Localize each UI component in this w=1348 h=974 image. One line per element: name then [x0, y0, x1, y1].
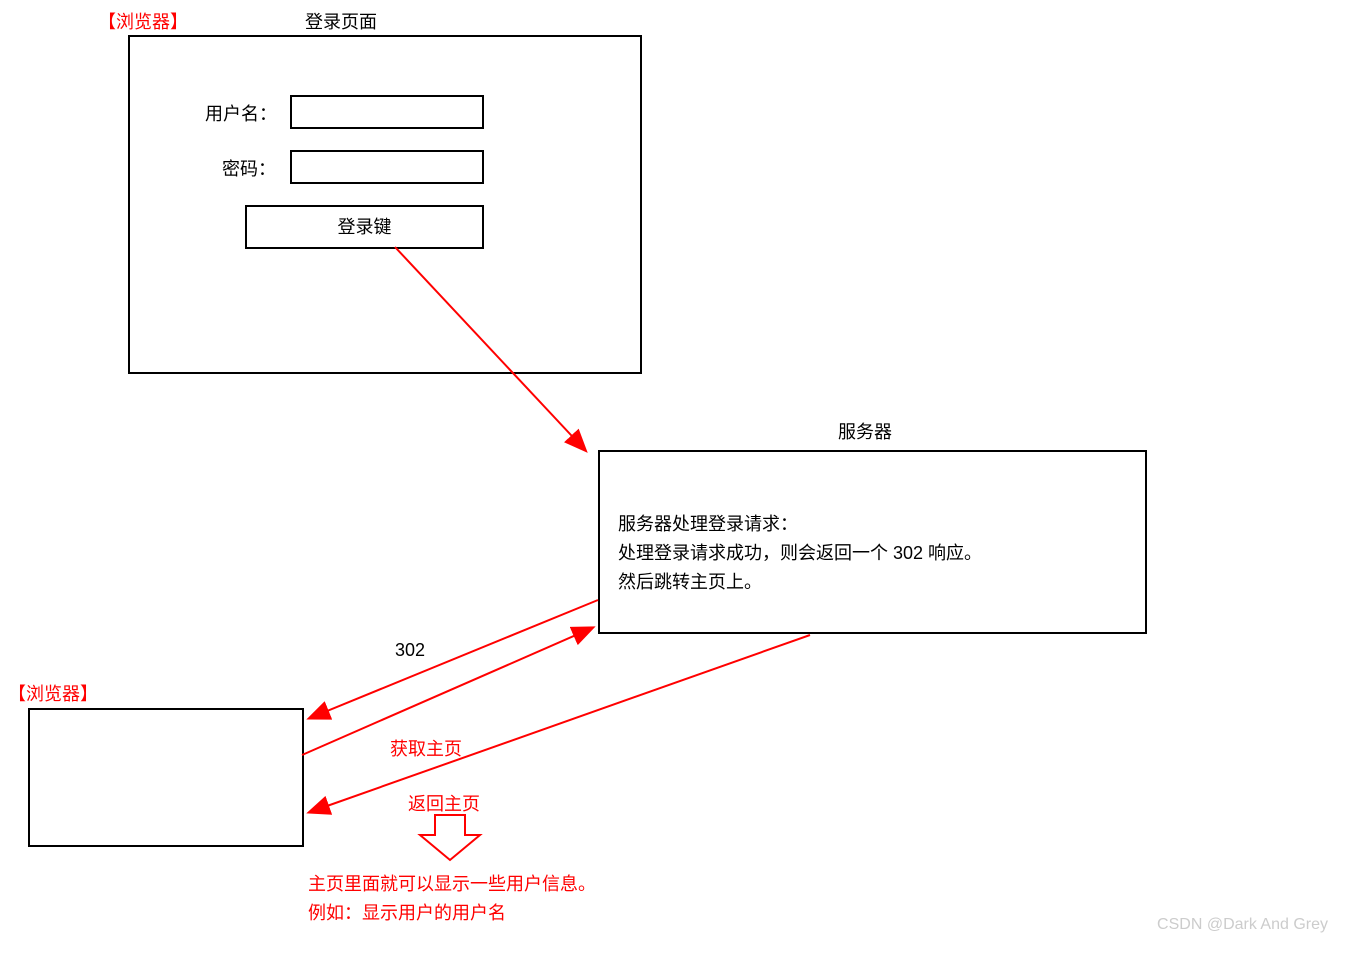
password-label: 密码：: [222, 155, 276, 181]
arrow-return-homepage: [310, 635, 810, 812]
footer-line2: 例如：显示用户的用户名: [308, 899, 596, 928]
watermark: CSDN @Dark And Grey: [1157, 916, 1328, 934]
footer-text: 主页里面就可以显示一些用户信息。 例如：显示用户的用户名: [308, 870, 596, 928]
arrow2-label: 302: [395, 640, 425, 661]
username-label: 用户名：: [205, 100, 277, 126]
server-line1: 服务器处理登录请求：: [618, 510, 982, 539]
down-arrow-icon: [420, 815, 480, 860]
browser2-label: 【浏览器】: [8, 680, 98, 706]
arrow4-label: 返回主页: [408, 790, 480, 816]
arrow-302: [310, 600, 598, 718]
server-label: 服务器: [838, 418, 892, 444]
username-input[interactable]: [290, 95, 484, 129]
server-line3: 然后跳转主页上。: [618, 568, 982, 597]
password-input[interactable]: [290, 150, 484, 184]
server-line2: 处理登录请求成功，则会返回一个 302 响应。: [618, 539, 982, 568]
server-content: 服务器处理登录请求： 处理登录请求成功，则会返回一个 302 响应。 然后跳转主…: [618, 510, 982, 596]
login-page-title: 登录页面: [305, 8, 377, 34]
footer-line1: 主页里面就可以显示一些用户信息。: [308, 870, 596, 899]
browser2-box: [28, 708, 304, 847]
login-button[interactable]: 登录键: [245, 205, 484, 249]
arrow3-label: 获取主页: [390, 735, 462, 761]
browser1-label: 【浏览器】: [98, 8, 188, 34]
